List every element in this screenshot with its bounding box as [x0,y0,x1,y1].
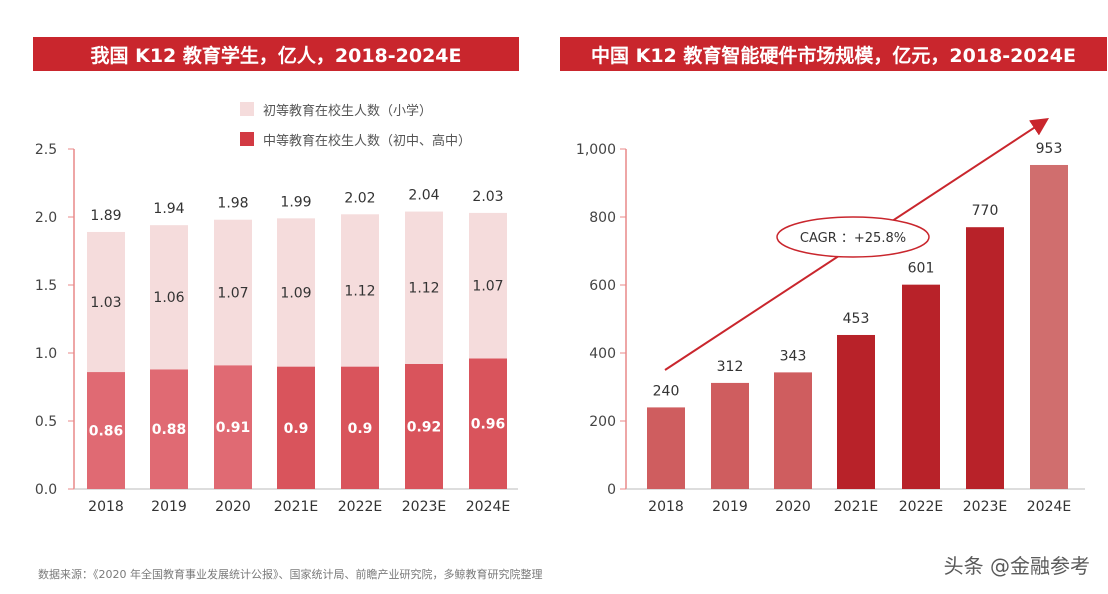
right-bar [774,372,812,489]
right-chart-title: 中国 K12 教育智能硬件市场规模，亿元，2018-2024E [560,37,1107,71]
legend-label-primary: 初等教育在校生人数（小学） [263,103,432,119]
legend-swatch-primary [240,102,254,116]
left-y-tick-label: 2.0 [35,210,57,226]
right-value-label: 312 [717,359,744,375]
right-bar [837,334,875,489]
legend-swatch-secondary [240,132,254,146]
left-label-total: 2.03 [472,189,503,205]
right-y-tick-label: 800 [589,210,616,226]
source-note: 数据来源：《2020 年全国教育事业发展统计公报》、国家统计局、前瞻产业研究院，… [38,568,543,581]
right-bar [711,382,749,489]
left-bar-primary [87,231,125,373]
right-y-tick-label: 400 [589,346,616,362]
left-x-tick-label: 2019 [151,499,187,515]
left-label-primary: 1.06 [153,290,184,306]
left-x-tick-label: 2021E [274,499,318,515]
left-label-total: 1.99 [280,194,311,210]
left-x-tick-label: 2020 [215,499,251,515]
left-bar-primary [469,212,507,359]
left-y-tick-label: 1.0 [35,346,57,362]
left-label-total: 2.04 [408,188,439,204]
left-label-primary: 1.12 [344,283,375,299]
right-x-tick-label: 2020 [775,499,811,515]
right-bars: 240 2018 312 2019 343 2020 453 2021E 601 2022E 770… [647,141,1071,515]
left-bar-secondary [405,363,443,489]
left-label-secondary: 0.86 [89,424,124,440]
left-label-secondary: 0.96 [471,417,506,433]
watermark: 头条 @金融参考 [943,554,1090,578]
left-label-secondary: 0.91 [216,420,251,436]
right-value-label: 343 [780,348,807,364]
left-label-secondary: 0.88 [152,422,187,438]
right-x-tick-label: 2019 [712,499,748,515]
left-bar-primary [150,225,188,370]
left-bar-primary [214,219,252,366]
left-x-tick-label: 2018 [88,499,124,515]
right-value-label: 770 [972,203,999,219]
right-bar [647,407,685,489]
left-y-tick-label: 2.5 [35,142,57,158]
left-bar-secondary [87,372,125,489]
left-label-primary: 1.09 [280,285,311,301]
left-y-tick-label: 1.5 [35,278,57,294]
left-bar-primary [405,211,443,364]
right-bar [902,284,940,489]
left-x-tick-label: 2024E [466,499,510,515]
right-x-tick-label: 2021E [834,499,878,515]
right-y-tick-label: 600 [589,278,616,294]
legend-label-secondary: 中等教育在校生人数（初中、高中） [263,133,471,149]
left-y-tick-label: 0.0 [35,482,57,498]
left-x-tick-label: 2022E [338,499,382,515]
right-y-tick-label: 1,000 [576,142,616,158]
left-y-tick-label: 0.5 [35,414,57,430]
left-label-total: 1.89 [90,208,121,224]
left-label-primary: 1.07 [217,285,248,301]
left-bars: 0.86 1.03 1.89 2018 0.88 1.06 1.94 2019 0.91 1.07… [87,188,510,515]
left-bar-secondary [214,365,252,489]
left-label-total: 1.94 [153,201,184,217]
left-label-total: 1.98 [217,196,248,212]
left-y-ticks: 0.0 0.5 1.0 1.5 2.0 2.5 [35,142,74,498]
left-label-primary: 1.03 [90,295,121,311]
cagr-label: CAGR ：+25.8% [800,231,906,246]
left-bar-primary [277,218,315,367]
right-value-label: 953 [1036,141,1063,157]
left-label-secondary: 0.92 [407,419,442,435]
right-bar [1030,164,1068,490]
right-x-tick-label: 2022E [899,499,943,515]
left-x-tick-label: 2023E [402,499,446,515]
left-bar-secondary [150,369,188,489]
left-bar-primary [341,214,379,367]
left-label-secondary: 0.9 [284,421,309,437]
left-label-total: 2.02 [344,190,375,206]
left-bar-secondary [277,366,315,489]
left-legend: 初等教育在校生人数（小学） 中等教育在校生人数（初中、高中） [240,102,471,149]
right-y-tick-label: 200 [589,414,616,430]
right-value-label: 240 [653,383,680,399]
left-bar-secondary [469,358,507,489]
left-label-primary: 1.12 [408,281,439,297]
right-y-ticks: 0 200 400 600 800 1,000 [576,142,626,498]
cagr-ellipse [776,216,930,258]
left-label-primary: 1.07 [472,279,503,295]
left-chart-title: 我国 K12 教育学生，亿人，2018-2024E [33,37,519,71]
left-bar-secondary [341,366,379,489]
right-bar [966,227,1004,489]
right-value-label: 453 [843,311,870,327]
right-x-tick-label: 2018 [648,499,684,515]
right-value-label: 601 [908,261,935,277]
right-y-tick-label: 0 [607,482,616,498]
left-label-secondary: 0.9 [348,421,373,437]
right-x-tick-label: 2024E [1027,499,1071,515]
right-x-tick-label: 2023E [963,499,1007,515]
